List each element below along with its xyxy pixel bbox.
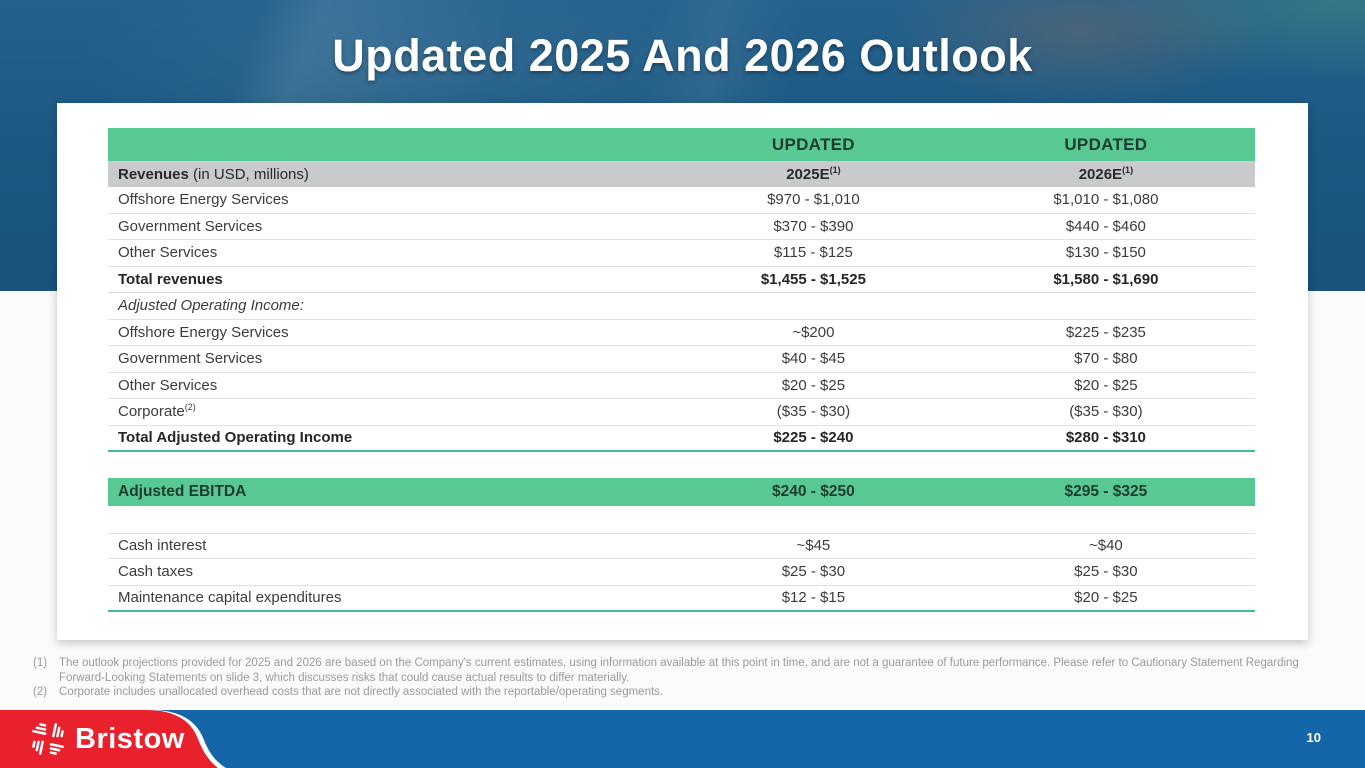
spacer xyxy=(108,506,1255,533)
footnote-ref-1: (1) xyxy=(829,164,841,175)
adjusted-ebitda-row: Adjusted EBITDA $240 - $250 $295 - $325 xyxy=(108,478,1255,506)
table-row: Other Services $20 - $25 $20 - $25 xyxy=(108,373,1255,399)
table-row: Offshore Energy Services $970 - $1,010 $… xyxy=(108,187,1255,214)
footnote-2: (2) Corporate includes unallocated overh… xyxy=(33,686,664,698)
bristow-logo: Bristow xyxy=(30,721,185,757)
outlook-table: UPDATED UPDATED Revenues (in USD, millio… xyxy=(108,128,1255,612)
revenues-caption: Revenues (in USD, millions) xyxy=(118,165,309,183)
total-revenues-row: Total revenues $1,455 - $1,525 $1,580 - … xyxy=(108,267,1255,293)
footnote-ref-1: (1) xyxy=(1122,164,1134,175)
table-row: Government Services $370 - $390 $440 - $… xyxy=(108,214,1255,240)
footnotes: (1) The outlook projections provided for… xyxy=(33,656,1333,700)
header-updated-2026: UPDATED xyxy=(1064,134,1148,154)
logo-wordmark: Bristow xyxy=(75,722,185,755)
total-adjusted-operating-income-row: Total Adjusted Operating Income $225 - $… xyxy=(108,426,1255,452)
table-row: Offshore Energy Services ~$200 $225 - $2… xyxy=(108,320,1255,346)
table-row: Cash interest ~$45 ~$40 xyxy=(108,532,1255,559)
col-2025e: 2025E(1) xyxy=(786,164,841,183)
footer-bar: Bristow 10 xyxy=(0,710,1365,768)
rotor-icon xyxy=(32,723,64,755)
table-header-row: UPDATED UPDATED xyxy=(108,128,1255,161)
table-row: Cash taxes $25 - $30 $25 - $30 xyxy=(108,559,1255,586)
table-row: Maintenance capital expenditures $12 - $… xyxy=(108,586,1255,612)
adjusted-operating-income-heading: Adjusted Operating Income: xyxy=(108,293,1255,320)
col-2026e: 2026E(1) xyxy=(1078,164,1134,183)
page-number: 10 xyxy=(1306,730,1321,745)
outlook-card: UPDATED UPDATED Revenues (in USD, millio… xyxy=(57,103,1308,640)
table-row-corporate: Corporate(2) ($35 - $30) ($35 - $30) xyxy=(108,399,1255,426)
table-subheader-row: Revenues (in USD, millions) 2025E(1) 202… xyxy=(108,161,1255,187)
table-row: Government Services $40 - $45 $70 - $80 xyxy=(108,346,1255,373)
footnote-1: (1) The outlook projections provided for… xyxy=(33,657,1299,684)
table-row: Other Services $115 - $125 $130 - $150 xyxy=(108,240,1255,267)
spacer xyxy=(108,452,1255,478)
slide-title: Updated 2025 And 2026 Outlook xyxy=(332,30,1033,81)
footnote-ref-2: (2) xyxy=(184,402,196,413)
header-updated-2025: UPDATED xyxy=(771,134,855,154)
